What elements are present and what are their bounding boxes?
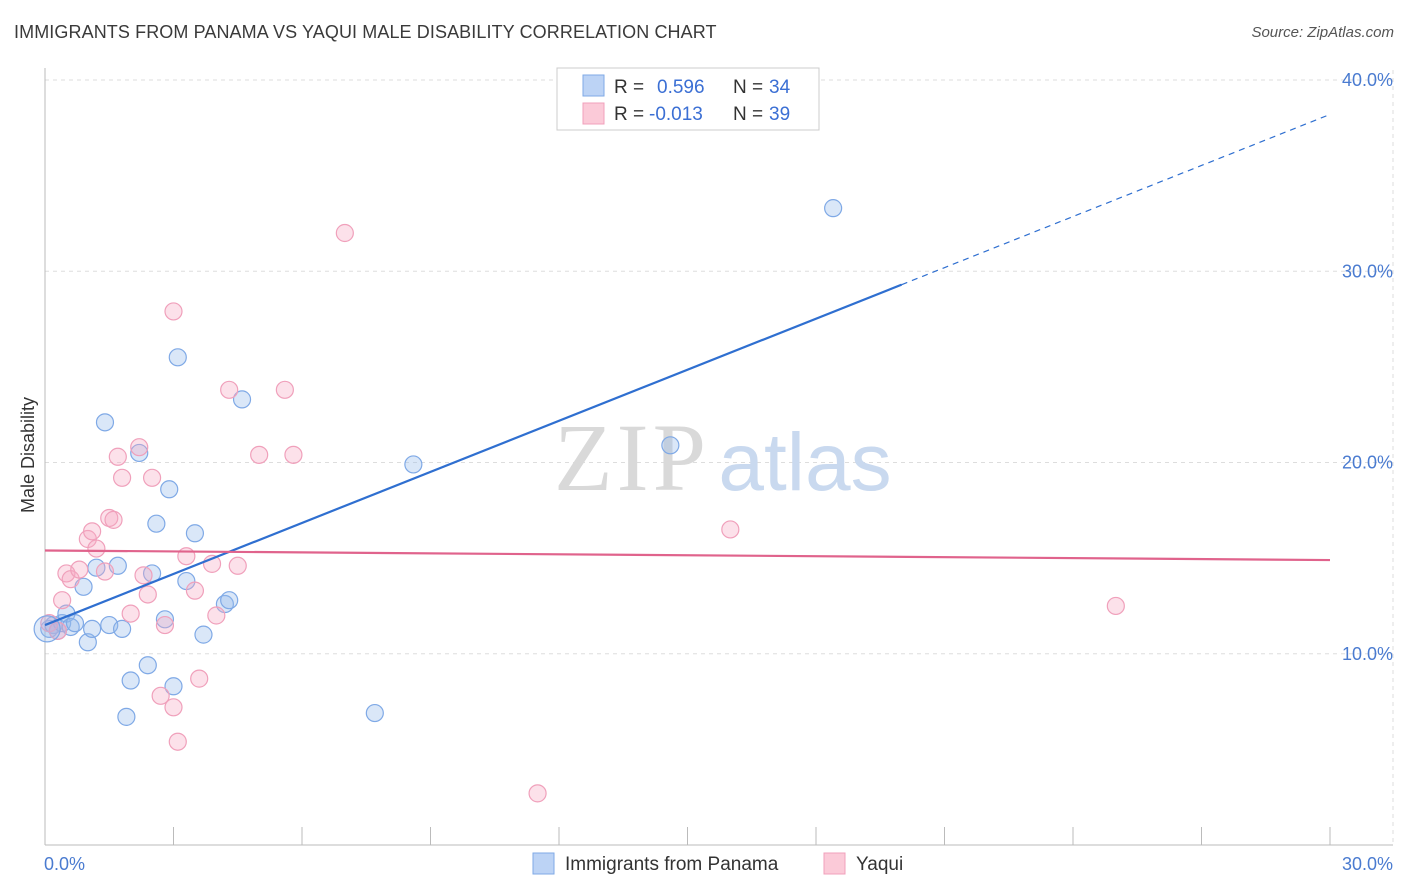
point-yaqui-9 — [95, 562, 115, 581]
watermark-atlas: atlas — [718, 417, 891, 508]
legend-r-label-1: R = — [614, 77, 644, 98]
point-panama-8 — [78, 633, 97, 652]
y-tick-label-3: 40.0% — [1342, 70, 1393, 90]
point-yaqui-25 — [185, 581, 205, 600]
point-yaqui-2 — [53, 591, 72, 610]
chart-title: IMMIGRANTS FROM PANAMA VS YAQUI MALE DIS… — [14, 22, 717, 42]
trend-lines — [44, 113, 1331, 627]
point-panama-9 — [83, 619, 102, 638]
series-swatch-yaqui — [823, 852, 846, 875]
point-panama-16 — [121, 671, 140, 690]
legend-swatch-pink — [582, 102, 605, 125]
point-yaqui-22 — [164, 698, 183, 717]
point-yaqui-17 — [138, 585, 157, 604]
point-yaqui-8 — [87, 539, 106, 558]
legend-n-label-2: N = — [733, 104, 763, 125]
point-panama-18 — [138, 656, 157, 675]
x-tick-label-1: 30.0% — [1342, 854, 1393, 874]
legend-r-value-1: 0.596 — [657, 77, 705, 98]
point-yaqui-30 — [228, 556, 247, 575]
series-label-panama: Immigrants from Panama — [565, 854, 779, 875]
point-panama-27 — [194, 625, 213, 644]
point-panama-24 — [168, 348, 187, 367]
point-yaqui-23 — [168, 732, 187, 751]
y-tick-label-1: 20.0% — [1342, 453, 1393, 473]
point-yaqui-19 — [151, 686, 170, 705]
point-yaqui-28 — [207, 606, 226, 625]
point-panama-33 — [661, 436, 680, 455]
trend-line-panama — [44, 283, 903, 627]
series-swatch-panama — [532, 852, 555, 875]
point-panama-31 — [365, 703, 384, 723]
point-yaqui-34 — [335, 223, 354, 243]
point-panama-32 — [404, 455, 423, 474]
legend-n-value-1: 34 — [769, 77, 791, 98]
point-yaqui-36 — [721, 520, 740, 539]
point-yaqui-7 — [83, 522, 102, 541]
watermark: ZIP atlas — [554, 404, 892, 511]
x-tick-label-0: 0.0% — [44, 854, 85, 874]
series-label-yaqui: Yaqui — [856, 854, 903, 875]
series-legend: Immigrants from Panama Yaqui — [532, 852, 903, 875]
x-tick-labels: 0.0% 30.0% — [44, 854, 1393, 874]
y-tick-labels: 10.0% 20.0% 30.0% 40.0% — [1342, 70, 1393, 664]
trend-line-panama-extension — [901, 113, 1331, 286]
point-panama-6 — [65, 614, 85, 633]
legend-n-label-1: N = — [733, 77, 763, 98]
correlation-legend: R = 0.596 N = 34 R = -0.013 N = 39 — [556, 67, 820, 131]
point-panama-30 — [232, 390, 252, 409]
point-panama-22 — [160, 480, 179, 499]
point-yaqui-5 — [70, 560, 89, 579]
y-axis-label: Male Disability — [18, 397, 38, 513]
point-panama-21 — [155, 610, 175, 629]
point-yaqui-32 — [275, 380, 294, 399]
data-points — [33, 199, 1125, 803]
point-yaqui-35 — [528, 784, 547, 803]
point-yaqui-12 — [108, 447, 127, 466]
legend-r-label-2: R = — [614, 104, 644, 125]
point-yaqui-21 — [164, 302, 183, 321]
point-panama-11 — [95, 413, 115, 432]
legend-n-value-2: 39 — [769, 104, 790, 125]
point-yaqui-33 — [284, 445, 303, 464]
point-yaqui-26 — [190, 669, 209, 688]
point-yaqui-18 — [142, 468, 162, 487]
axes — [44, 68, 1393, 846]
point-panama-17 — [130, 443, 149, 463]
point-yaqui-20 — [155, 615, 175, 635]
legend-r-value-2: -0.013 — [649, 104, 703, 125]
point-panama-23 — [164, 677, 183, 696]
point-yaqui-29 — [220, 380, 239, 399]
y-tick-label-0: 10.0% — [1342, 644, 1393, 664]
point-yaqui-15 — [130, 438, 149, 457]
point-panama-34 — [824, 199, 843, 218]
trend-line-yaqui — [44, 549, 1331, 562]
point-yaqui-31 — [250, 445, 269, 464]
point-yaqui-24 — [177, 547, 196, 566]
watermark-zip: ZIP — [554, 404, 710, 511]
point-yaqui-37 — [1106, 596, 1125, 616]
point-panama-15 — [117, 707, 136, 726]
point-yaqui-11 — [104, 510, 123, 529]
y-tick-label-2: 30.0% — [1342, 261, 1393, 281]
point-panama-26 — [185, 524, 205, 543]
point-panama-29 — [220, 591, 239, 610]
point-yaqui-14 — [121, 604, 140, 623]
legend-swatch-blue — [582, 74, 605, 97]
point-yaqui-16 — [134, 566, 153, 585]
point-panama-14 — [112, 619, 132, 638]
point-yaqui-13 — [112, 468, 132, 487]
grid-lines — [45, 70, 1394, 845]
source-label: Source: ZipAtlas.com — [1251, 24, 1394, 41]
point-panama-20 — [147, 514, 166, 533]
